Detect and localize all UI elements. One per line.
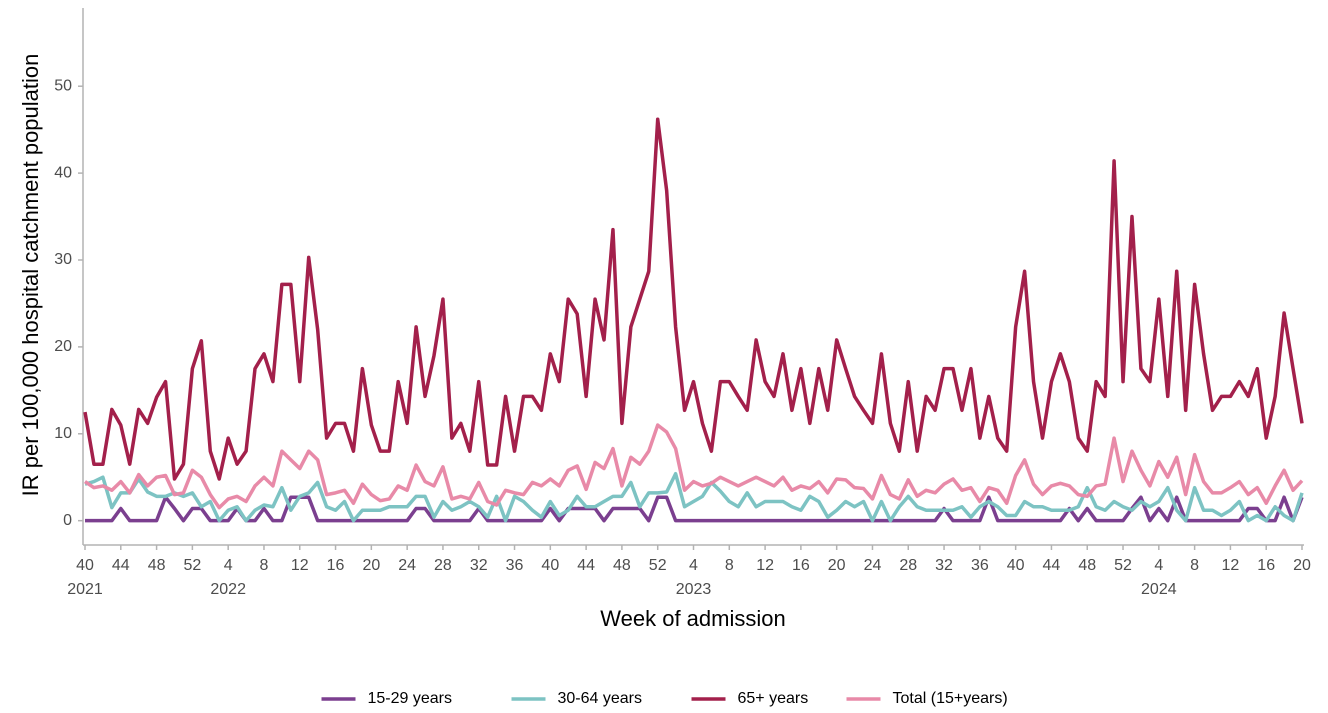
legend-label: 15-29 years (368, 690, 453, 707)
x-tick-label: 40 (541, 557, 559, 574)
legend-label: 30-64 years (558, 690, 643, 707)
x-tick-label: 16 (327, 557, 345, 574)
x-tick-label: 44 (577, 557, 595, 574)
x-tick-label: 16 (1257, 557, 1275, 574)
y-tick-label: 50 (54, 77, 72, 94)
x-tick-label: 44 (1043, 557, 1061, 574)
x-tick-label: 40 (1007, 557, 1025, 574)
y-tick-label: 0 (63, 512, 72, 529)
legend-label: Total (15+years) (893, 690, 1008, 707)
x-tick-label: 48 (148, 557, 166, 574)
x-tick-label: 4 (224, 557, 233, 574)
x-year-label: 2022 (210, 581, 246, 598)
x-tick-label: 52 (183, 557, 201, 574)
x-tick-label: 24 (864, 557, 882, 574)
legend-label: 65+ years (738, 690, 809, 707)
x-tick-label: 44 (112, 557, 130, 574)
x-axis-title: Week of admission (600, 606, 785, 631)
x-tick-label: 4 (1154, 557, 1163, 574)
x-tick-label: 20 (362, 557, 380, 574)
x-tick-label: 20 (828, 557, 846, 574)
x-tick-label: 16 (792, 557, 810, 574)
x-tick-label: 52 (1114, 557, 1132, 574)
x-tick-label: 32 (470, 557, 488, 574)
x-year-label: 2024 (1141, 581, 1177, 598)
x-tick-label: 52 (649, 557, 667, 574)
x-tick-label: 48 (613, 557, 631, 574)
x-tick-label: 8 (260, 557, 269, 574)
y-tick-label: 40 (54, 164, 72, 181)
x-tick-label: 28 (434, 557, 452, 574)
x-tick-label: 4 (689, 557, 698, 574)
x-tick-label: 8 (725, 557, 734, 574)
x-tick-label: 24 (398, 557, 416, 574)
x-tick-label: 40 (76, 557, 94, 574)
x-tick-label: 36 (506, 557, 524, 574)
x-tick-label: 36 (971, 557, 989, 574)
series-line (84, 472, 1304, 523)
x-tick-label: 12 (291, 557, 309, 574)
x-tick-label: 48 (1078, 557, 1096, 574)
series-line (84, 423, 1304, 510)
x-tick-label: 32 (935, 557, 953, 574)
x-tick-label: 8 (1190, 557, 1199, 574)
y-tick-label: 10 (54, 425, 72, 442)
x-tick-label: 28 (899, 557, 917, 574)
series-line (83, 117, 1304, 481)
y-axis-title: IR per 100,000 hospital catchment popula… (18, 54, 43, 497)
y-tick-label: 30 (54, 251, 72, 268)
x-year-label: 2021 (67, 581, 103, 598)
x-tick-label: 12 (756, 557, 774, 574)
x-year-label: 2023 (676, 581, 712, 598)
y-tick-label: 20 (54, 338, 72, 355)
x-tick-label: 20 (1293, 557, 1311, 574)
x-tick-label: 12 (1222, 557, 1240, 574)
